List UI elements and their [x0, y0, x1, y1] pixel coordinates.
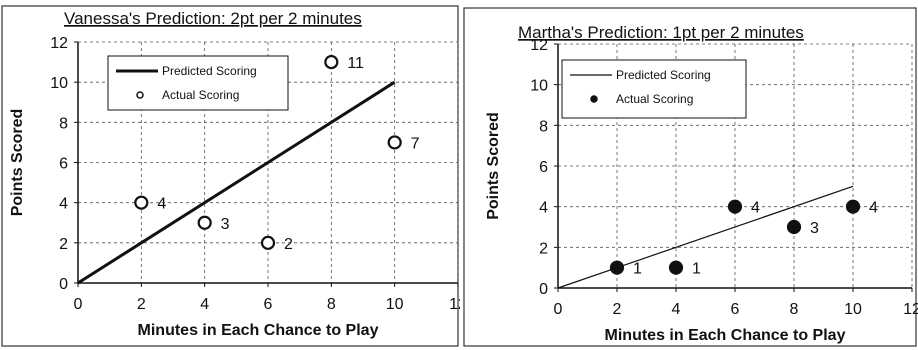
y-tick-label: 12 — [530, 37, 548, 54]
y-tick-label: 6 — [59, 156, 68, 173]
actual-scoring-point — [197, 215, 212, 230]
point-data-label: 3 — [221, 216, 230, 233]
point-data-label: 7 — [411, 135, 420, 152]
predicted-scoring-line — [77, 80, 396, 285]
point-data-label: 2 — [284, 236, 293, 253]
y-tick-label: 6 — [539, 159, 548, 176]
y-axis-title: Points Scored — [9, 109, 26, 217]
y-tick-label: 4 — [539, 200, 548, 217]
y-tick-label: 10 — [50, 75, 68, 92]
x-tick-label: 8 — [790, 301, 799, 318]
point-data-label: 11 — [347, 55, 364, 72]
chart-title: Martha's Prediction: 1pt per 2 minutes — [518, 23, 804, 42]
x-tick-label: 4 — [200, 296, 209, 313]
point-data-label: 4 — [869, 200, 878, 217]
chart-frame — [463, 7, 917, 347]
x-tick-label: 6 — [731, 301, 740, 318]
point-data-label: 3 — [810, 220, 819, 237]
chart-panel-vanessa: Vanessa's Prediction: 2pt per 2 minutes 0… — [1, 5, 460, 347]
y-tick-label: 12 — [50, 35, 68, 52]
x-axis-title: Minutes in Each Chance to Play — [138, 322, 379, 339]
point-data-label: 4 — [157, 196, 166, 213]
point-data-label: 4 — [751, 200, 760, 217]
legend-box — [561, 59, 747, 119]
actual-scoring-point — [134, 195, 149, 210]
legend-marker-swatch — [136, 91, 144, 99]
actual-scoring-point — [324, 54, 339, 70]
actual-scoring-point — [609, 260, 625, 275]
y-tick-label: 2 — [539, 240, 548, 257]
actual-scoring-point — [387, 135, 402, 150]
actual-scoring-point — [260, 235, 276, 250]
y-tick-label: 0 — [59, 276, 68, 293]
point-data-label: 1 — [692, 261, 701, 278]
actual-scoring-point — [786, 219, 802, 235]
chart-title: Vanessa's Prediction: 2pt per 2 minutes — [64, 9, 362, 28]
chart-vanessa: Vanessa's Prediction: 2pt per 2 minutes 0… — [1, 5, 460, 347]
actual-scoring-point — [727, 199, 743, 214]
legend-box — [107, 55, 289, 111]
predicted-scoring-line — [557, 185, 854, 289]
actual-scoring-point — [845, 199, 861, 214]
y-tick-label: 8 — [59, 115, 68, 132]
y-tick-label: 8 — [539, 118, 548, 135]
y-tick-label: 2 — [59, 236, 68, 253]
x-tick-label: 2 — [137, 296, 146, 313]
legend-actual-label: Actual Scoring — [162, 88, 239, 102]
x-tick-label: 10 — [386, 296, 404, 313]
legend-actual-label: Actual Scoring — [616, 92, 693, 106]
chart-panel-martha: Martha's Prediction: 1pt per 2 minutes 0 2… — [460, 0, 918, 350]
x-tick-label: 12 — [903, 301, 918, 318]
legend-predicted-label: Predicted Scoring — [616, 68, 711, 82]
x-tick-label: 4 — [672, 301, 681, 318]
y-tick-label: 4 — [59, 196, 68, 213]
y-tick-label: 0 — [539, 281, 548, 298]
x-tick-label: 2 — [613, 301, 622, 318]
legend-predicted-label: Predicted Scoring — [162, 64, 257, 78]
chart-martha: Martha's Prediction: 1pt per 2 minutes 0 2… — [463, 7, 918, 347]
y-tick-label: 10 — [530, 78, 548, 95]
x-tick-label: 10 — [844, 301, 862, 318]
y-axis-title: Points Scored — [485, 112, 502, 220]
x-tick-label: 0 — [74, 296, 83, 313]
actual-scoring-point — [668, 260, 684, 275]
point-data-label: 1 — [633, 261, 642, 278]
x-tick-label: 8 — [327, 296, 336, 313]
x-tick-label: 12 — [449, 296, 460, 313]
x-tick-label: 0 — [554, 301, 563, 318]
legend-marker-swatch — [590, 95, 598, 103]
x-axis-title: Minutes in Each Chance to Play — [605, 327, 846, 344]
x-tick-label: 6 — [264, 296, 273, 313]
